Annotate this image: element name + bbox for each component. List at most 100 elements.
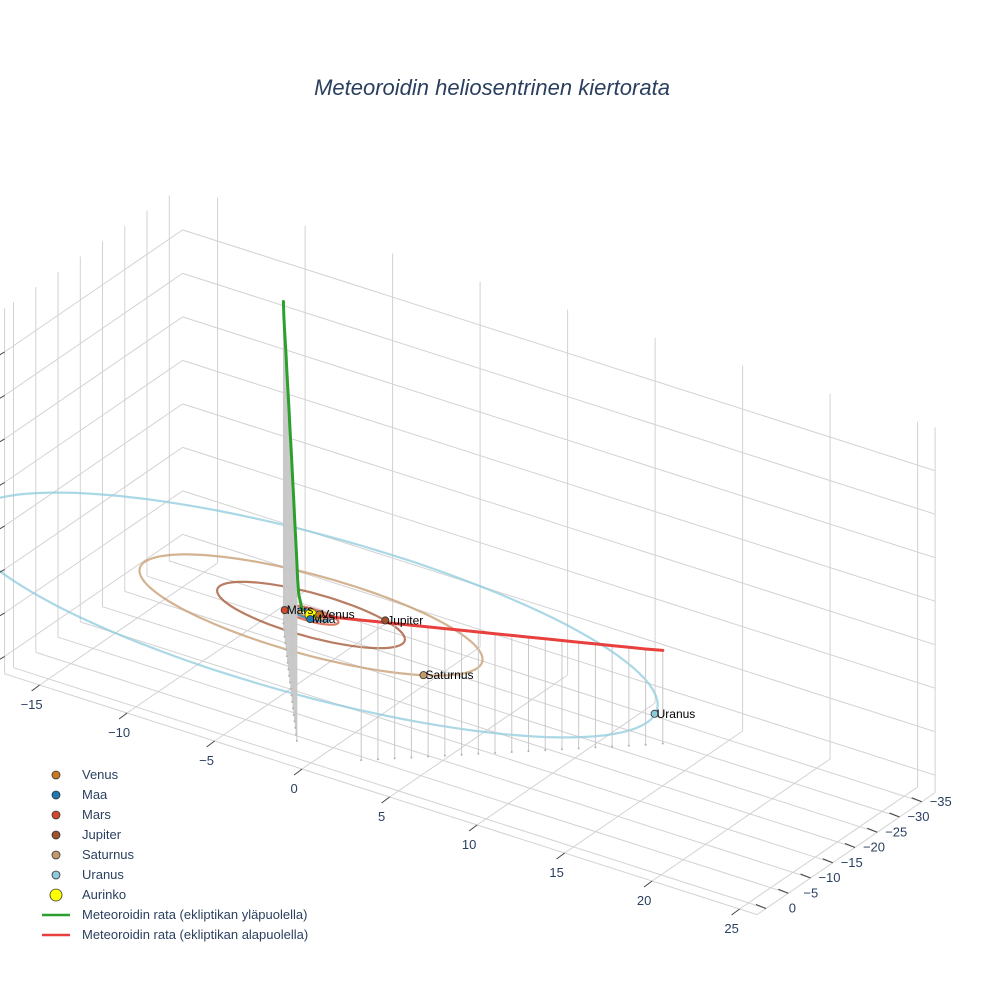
- grid-line-wall-z: [4, 359, 183, 483]
- y-tick-mark: [844, 843, 856, 848]
- y-tick-label: −35: [930, 794, 952, 809]
- z-tick-mark: [0, 525, 5, 530]
- y-tick-mark: [778, 888, 789, 894]
- y-tick-label: −10: [818, 870, 840, 885]
- drop-point-below: [494, 751, 497, 754]
- x-tick-mark: [556, 852, 565, 860]
- drop-point-above: [288, 674, 291, 677]
- legend-swatch: [51, 830, 61, 840]
- grid-line-floor-y: [57, 636, 811, 879]
- x-tick-mark: [118, 712, 128, 720]
- legend-label: Jupiter: [82, 827, 122, 842]
- legend-item[interactable]: Aurinko: [49, 887, 126, 902]
- drop-point-above: [282, 622, 285, 625]
- drop-point-below: [477, 752, 480, 755]
- trajectories: [281, 300, 665, 652]
- legend[interactable]: Venus Maa Mars Jupiter Saturnus Uranus Aurinko…: [42, 767, 308, 942]
- x-tick-label: −5: [199, 753, 214, 768]
- drop-point-below: [644, 743, 647, 746]
- legend-swatch: [51, 790, 61, 800]
- drop-point-below: [560, 748, 563, 751]
- x-tick-label: 0: [290, 781, 297, 796]
- drop-point-below: [594, 746, 597, 749]
- y-tick-mark: [800, 873, 811, 879]
- drop-point-above: [287, 668, 290, 671]
- drop-point-above: [286, 661, 289, 664]
- grid-line-floor-y: [13, 667, 767, 909]
- drop-point-above: [294, 726, 297, 729]
- drop-point-above: [290, 694, 293, 697]
- trajectory-below: [309, 613, 665, 652]
- planet-marker-jupiter: [381, 616, 390, 625]
- drop-point-above: [293, 720, 296, 723]
- drop-point-above: [291, 700, 294, 703]
- y-tick-label: 0: [789, 901, 796, 916]
- x-tick-mark: [293, 768, 303, 776]
- grid-line-wall2-z: [182, 533, 936, 776]
- legend-item[interactable]: Venus: [51, 767, 119, 782]
- x-tick-label: 10: [462, 837, 476, 852]
- grid-line-wall2-z: [182, 403, 936, 646]
- legend-swatch: [51, 770, 61, 780]
- drop-point-above: [289, 687, 292, 690]
- planet-marker-mars: [280, 606, 289, 615]
- x-tick-label: −15: [21, 697, 43, 712]
- orbits: [0, 491, 659, 739]
- planet-label-uranus: Uranus: [657, 707, 696, 721]
- grid-line-floor-y: [124, 590, 878, 833]
- x-tick-mark: [731, 908, 740, 916]
- drop-point-below: [611, 745, 614, 748]
- grid-line-wall2-z: [182, 446, 936, 689]
- planet-marker-venus: [315, 610, 324, 619]
- y-tick-mark: [867, 827, 878, 833]
- planet-label-mars: Mars: [287, 603, 314, 617]
- drop-point-above: [283, 635, 286, 638]
- legend-item[interactable]: Maa: [51, 787, 108, 802]
- legend-label: Meteoroidin rata (ekliptikan yläpuolella…: [82, 907, 307, 922]
- y-tick-mark: [889, 812, 900, 818]
- z-tick-mark: [0, 612, 5, 617]
- grid-line-wall2-z: [182, 359, 936, 602]
- grid-line-floor-x: [651, 758, 831, 882]
- planet-label-venus: Venus: [321, 608, 354, 622]
- z-tick-mark: [0, 394, 5, 399]
- x-tick-mark: [381, 796, 390, 804]
- orbit-uranus: [0, 491, 659, 739]
- x-tick-label: −10: [108, 725, 130, 740]
- legend-item[interactable]: Jupiter: [51, 827, 122, 842]
- grid-line-wall-z: [4, 229, 183, 353]
- y-tick-mark: [911, 797, 922, 803]
- legend-label: Venus: [82, 767, 119, 782]
- legend-item[interactable]: Mars: [51, 807, 111, 822]
- drop-point-below: [360, 759, 363, 762]
- axis-edge: [756, 792, 936, 916]
- grid-line-floor-y: [146, 575, 900, 818]
- legend-item[interactable]: Meteoroidin rata (ekliptikan alapuolella…: [42, 927, 308, 942]
- legend-label: Mars: [82, 807, 111, 822]
- planet-marker-uranus: [650, 709, 659, 718]
- drop-point-below: [527, 750, 530, 753]
- drop-point-below: [577, 747, 580, 750]
- grid-line-wall2-z: [182, 316, 936, 559]
- legend-item[interactable]: Meteoroidin rata (ekliptikan yläpuolella…: [42, 907, 307, 922]
- y-tick-label: −30: [907, 809, 929, 824]
- legend-item[interactable]: Uranus: [51, 867, 124, 882]
- y-tick-mark: [755, 904, 767, 909]
- grid-line-floor-x: [476, 702, 656, 826]
- grid-line-wall-z: [4, 403, 183, 527]
- trajectory-above: [281, 300, 304, 612]
- legend-swatch: [51, 870, 61, 880]
- grid-line-floor-x: [301, 646, 481, 770]
- drop-point-above: [282, 629, 285, 632]
- z-tick-mark: [0, 568, 5, 573]
- drop-point-above: [295, 733, 298, 736]
- orbit-saturnus: [138, 553, 484, 677]
- legend-item[interactable]: Saturnus: [51, 847, 135, 862]
- drop-point-above: [292, 713, 295, 716]
- legend-swatch: [51, 810, 61, 820]
- z-tick-mark: [0, 655, 5, 660]
- grid-line-wall-z: [4, 490, 183, 614]
- grid-line-wall-z: [4, 446, 183, 570]
- x-tick-mark: [31, 684, 40, 692]
